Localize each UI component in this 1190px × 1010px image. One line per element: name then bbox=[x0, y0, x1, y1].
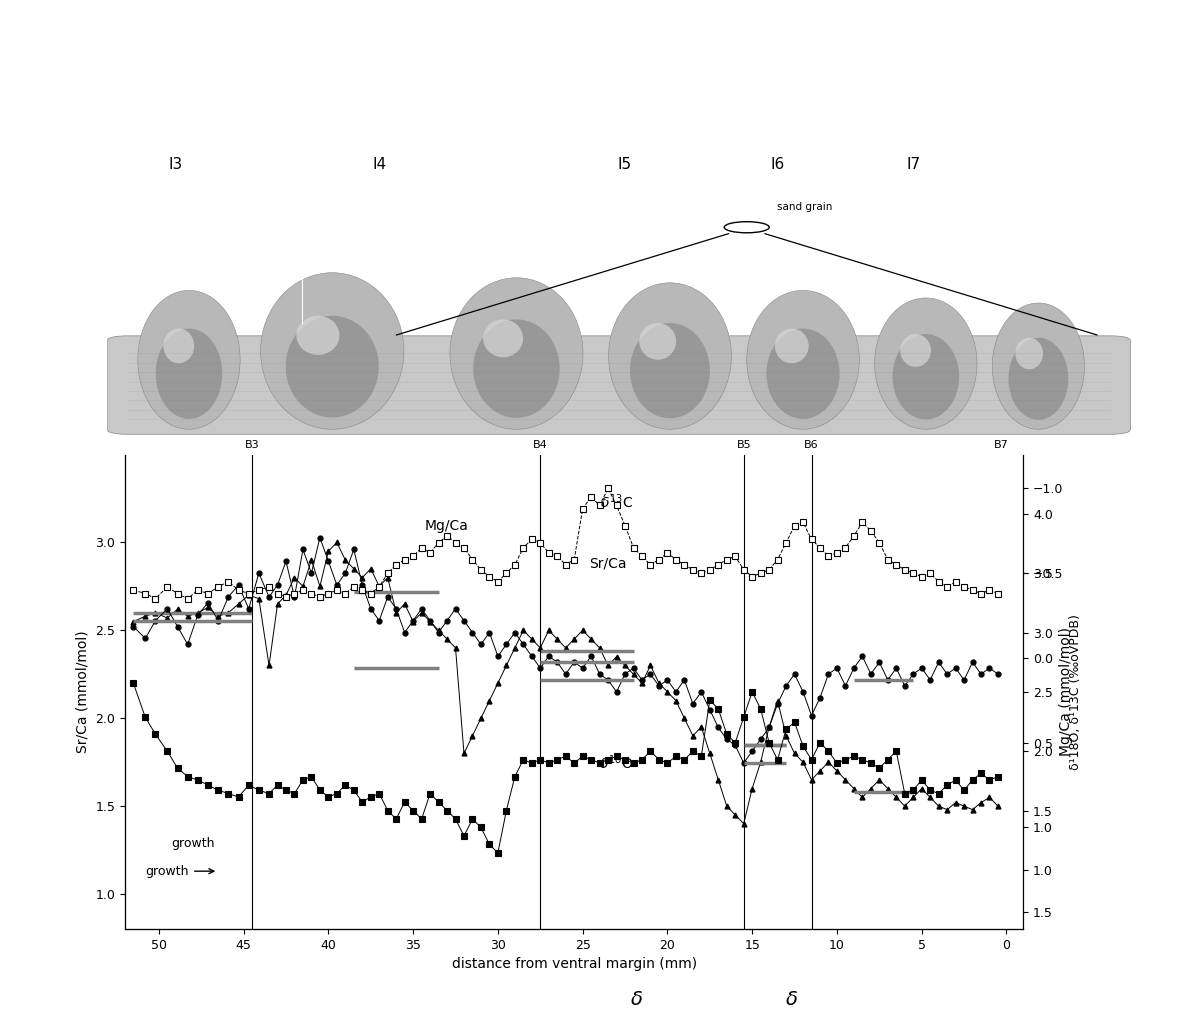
Text: $\delta^{18}$O: $\delta^{18}$O bbox=[600, 753, 634, 773]
Ellipse shape bbox=[901, 334, 931, 367]
Ellipse shape bbox=[474, 319, 559, 418]
Ellipse shape bbox=[875, 298, 977, 429]
Text: I6: I6 bbox=[770, 157, 784, 172]
Ellipse shape bbox=[1015, 337, 1042, 370]
Ellipse shape bbox=[1008, 337, 1069, 420]
Ellipse shape bbox=[450, 278, 583, 429]
Ellipse shape bbox=[608, 283, 732, 429]
Ellipse shape bbox=[892, 334, 959, 419]
Ellipse shape bbox=[261, 273, 403, 429]
Ellipse shape bbox=[630, 323, 710, 418]
Ellipse shape bbox=[992, 303, 1084, 429]
Text: B3: B3 bbox=[245, 440, 259, 450]
Y-axis label: Sr/Ca (mmol/mol): Sr/Ca (mmol/mol) bbox=[76, 630, 89, 753]
Ellipse shape bbox=[138, 290, 240, 429]
Ellipse shape bbox=[156, 328, 223, 419]
Ellipse shape bbox=[163, 328, 194, 364]
Y-axis label: δ¹18O, δ¹13C (‰oVPDB): δ¹18O, δ¹13C (‰oVPDB) bbox=[1069, 614, 1082, 770]
Text: $\delta^{13}$C: $\delta^{13}$C bbox=[600, 493, 633, 511]
Text: I4: I4 bbox=[372, 157, 387, 172]
Ellipse shape bbox=[286, 316, 378, 417]
Text: $\delta$: $\delta$ bbox=[631, 990, 643, 1009]
Ellipse shape bbox=[747, 290, 859, 429]
Text: I3: I3 bbox=[169, 157, 183, 172]
Text: Sr/Ca: Sr/Ca bbox=[589, 557, 627, 571]
Text: I5: I5 bbox=[618, 157, 632, 172]
Text: B5: B5 bbox=[737, 440, 751, 450]
Text: $\delta$: $\delta$ bbox=[785, 990, 797, 1009]
Text: B4: B4 bbox=[533, 440, 547, 450]
FancyBboxPatch shape bbox=[107, 335, 1130, 434]
X-axis label: distance from ventral margin (mm): distance from ventral margin (mm) bbox=[452, 957, 696, 972]
Text: B6: B6 bbox=[804, 440, 819, 450]
Y-axis label: Mg/Ca (mmol/mol): Mg/Ca (mmol/mol) bbox=[1059, 627, 1072, 756]
Ellipse shape bbox=[766, 328, 840, 419]
Text: sand grain: sand grain bbox=[777, 202, 833, 212]
Ellipse shape bbox=[483, 319, 524, 358]
Ellipse shape bbox=[639, 323, 676, 360]
Text: growth: growth bbox=[145, 865, 214, 878]
Text: growth: growth bbox=[171, 837, 214, 850]
Text: Mg/Ca: Mg/Ca bbox=[425, 519, 469, 532]
Text: I7: I7 bbox=[906, 157, 920, 172]
Ellipse shape bbox=[296, 316, 339, 355]
Text: B7: B7 bbox=[994, 440, 1009, 450]
Ellipse shape bbox=[775, 328, 809, 364]
